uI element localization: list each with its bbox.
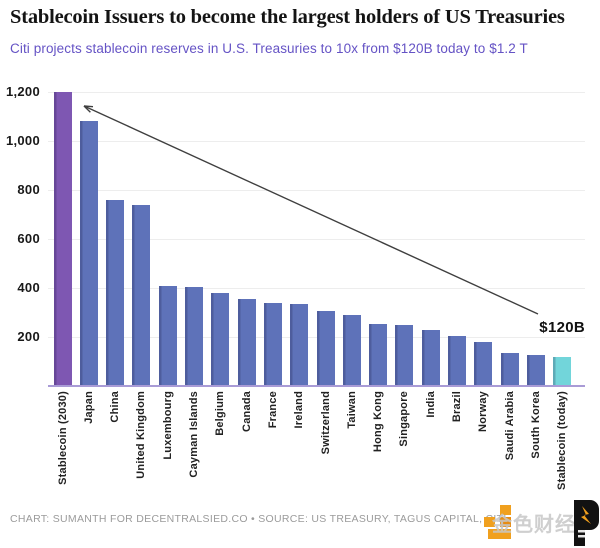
y-axis-tick-label: 1,200: [5, 84, 40, 99]
bar: [526, 355, 545, 386]
x-axis-label: Ireland: [293, 391, 306, 429]
bar: [448, 335, 466, 386]
y-axis-tick-label: 600: [17, 231, 40, 246]
watermark: 金色财经: [475, 492, 600, 548]
bar: [421, 329, 440, 386]
x-axis-label: Canada: [240, 391, 253, 432]
bar: [237, 299, 256, 386]
gridline: [48, 189, 585, 191]
bar: [474, 341, 493, 386]
jinse-black-logo: [574, 500, 599, 546]
bar: [395, 324, 414, 386]
bar: [290, 303, 309, 386]
bar: [316, 311, 335, 386]
bar: [553, 356, 572, 386]
x-axis-label: Brazil: [451, 391, 463, 423]
x-axis-label: Stablecoin (2030): [56, 391, 69, 485]
bar: [79, 121, 98, 386]
y-axis-tick-label: 400: [17, 280, 40, 295]
jinse-orange-icon: [484, 505, 511, 539]
bar: [342, 314, 361, 386]
x-axis-label: Taiwan: [345, 391, 358, 429]
watermark-text: 金色财经: [492, 514, 576, 536]
bar: [211, 292, 230, 386]
x-axis-label: Cayman Islands: [188, 391, 200, 478]
chart-subtitle: Citi projects stablecoin reserves in U.S…: [10, 41, 528, 56]
y-axis-tick-label: 200: [17, 329, 40, 344]
x-axis-label: Singapore: [398, 391, 411, 447]
x-axis-label: Hong Kong: [372, 391, 385, 453]
bar: [53, 92, 72, 386]
bar: [106, 199, 125, 386]
y-axis-tick-label: 800: [17, 182, 40, 197]
chart-title: Stablecoin Issuers to become the largest…: [10, 6, 565, 28]
x-axis-label: Luxembourg: [161, 391, 174, 460]
bar: [158, 285, 177, 386]
x-axis-label: Belgium: [214, 391, 227, 436]
x-axis-label: France: [266, 391, 279, 429]
annotation-120b-label: $120B: [539, 319, 585, 336]
x-axis-label: China: [109, 391, 122, 423]
bar: [132, 204, 151, 386]
gridline: [48, 238, 585, 240]
bar: [500, 352, 519, 386]
x-axis-line: [48, 385, 585, 387]
x-axis-label: Japan: [82, 391, 95, 424]
x-axis-label: Switzerland: [319, 391, 332, 455]
bar: [369, 323, 388, 386]
bar: [263, 302, 282, 386]
x-axis-label: United Kingdom: [135, 391, 148, 479]
gridline: [48, 140, 585, 142]
gridline: [48, 287, 585, 289]
gridline: [48, 91, 585, 93]
bar: [185, 286, 203, 386]
footer-credit: CHART: SUMANTH FOR DECENTRALSIED.CO • SO…: [10, 513, 507, 525]
x-axis-label: India: [424, 391, 437, 418]
y-axis-tick-label: 1,000: [5, 133, 40, 148]
